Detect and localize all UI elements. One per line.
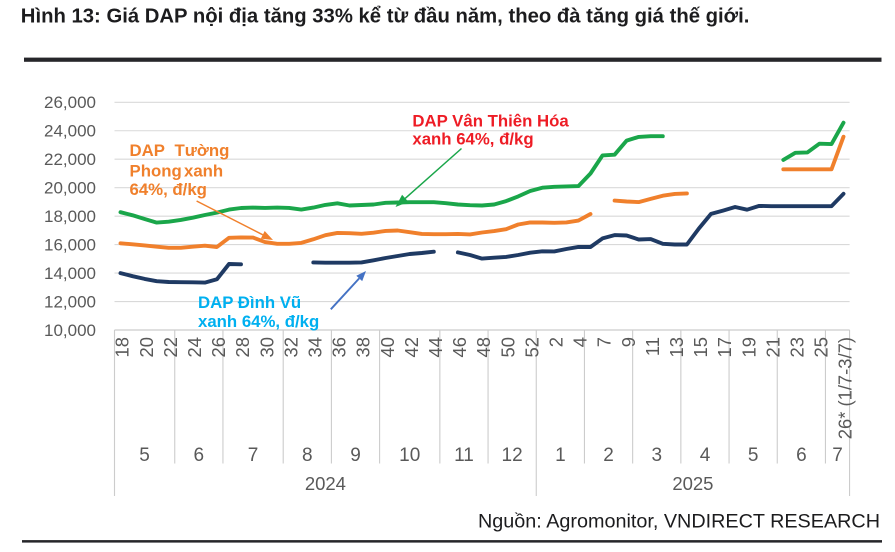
svg-text:22,000: 22,000 (44, 150, 96, 169)
svg-text:2: 2 (546, 337, 567, 347)
svg-text:xanh 64%, đ/kg: xanh 64%, đ/kg (198, 312, 319, 331)
svg-text:xanh 64%, đ/kg: xanh 64%, đ/kg (412, 130, 533, 149)
svg-text:19: 19 (738, 337, 759, 357)
svg-text:23: 23 (787, 337, 808, 357)
svg-text:20,000: 20,000 (44, 178, 96, 197)
svg-text:6: 6 (796, 445, 807, 466)
svg-text:10: 10 (399, 445, 420, 466)
svg-text:5: 5 (748, 445, 759, 466)
svg-text:26: 26 (208, 337, 229, 357)
svg-text:24: 24 (184, 337, 205, 357)
svg-text:28: 28 (232, 337, 253, 357)
svg-text:1: 1 (555, 445, 566, 466)
svg-text:11: 11 (642, 337, 663, 356)
svg-text:64%, đ/kg: 64%, đ/kg (130, 180, 207, 199)
svg-text:42: 42 (401, 337, 422, 357)
svg-text:26,000: 26,000 (44, 93, 96, 112)
svg-text:18: 18 (112, 337, 133, 357)
svg-text:32: 32 (280, 337, 301, 357)
svg-text:2: 2 (603, 445, 614, 466)
svg-text:DAP Vân Thiên Hóa: DAP Vân Thiên Hóa (412, 111, 569, 130)
svg-text:7: 7 (594, 337, 615, 347)
svg-text:Hình 13: Giá DAP nội địa tăng: Hình 13: Giá DAP nội địa tăng 33% kể từ … (21, 6, 750, 28)
svg-text:2025: 2025 (672, 473, 713, 494)
svg-text:DAP Đình Vũ: DAP Đình Vũ (198, 293, 301, 312)
svg-text:36: 36 (329, 337, 350, 357)
svg-text:12,000: 12,000 (44, 292, 96, 311)
svg-text:21: 21 (762, 337, 783, 357)
svg-text:12: 12 (502, 445, 523, 466)
svg-text:4: 4 (700, 445, 711, 466)
svg-text:20: 20 (136, 337, 157, 357)
svg-text:38: 38 (353, 337, 374, 357)
svg-text:8: 8 (302, 445, 313, 466)
svg-text:26* (1/7-3/7): 26* (1/7-3/7) (835, 337, 856, 439)
svg-text:13: 13 (666, 337, 687, 357)
svg-text:50: 50 (497, 337, 518, 357)
svg-text:7: 7 (832, 445, 843, 466)
svg-text:3: 3 (652, 445, 663, 466)
svg-text:9: 9 (618, 337, 639, 347)
svg-text:4: 4 (570, 337, 591, 347)
svg-text:34: 34 (305, 337, 326, 357)
svg-text:10,000: 10,000 (44, 321, 96, 340)
svg-text:15: 15 (690, 337, 711, 357)
svg-text:5: 5 (139, 445, 150, 466)
svg-text:6: 6 (194, 445, 205, 466)
svg-text:24,000: 24,000 (44, 122, 96, 141)
svg-text:25: 25 (811, 337, 832, 357)
svg-text:40: 40 (377, 337, 398, 357)
svg-text:46: 46 (449, 337, 470, 357)
svg-text:Nguồn: Agromonitor, VNDIRECT R: Nguồn: Agromonitor, VNDIRECT RESEARCH (478, 511, 880, 533)
svg-text:44: 44 (425, 337, 446, 357)
svg-text:14,000: 14,000 (44, 264, 96, 283)
svg-text:2024: 2024 (305, 473, 346, 494)
svg-text:11: 11 (454, 445, 474, 466)
svg-text:52: 52 (521, 337, 542, 357)
svg-text:30: 30 (256, 337, 277, 357)
svg-text:17: 17 (714, 337, 735, 357)
svg-text:16,000: 16,000 (44, 235, 96, 254)
svg-text:9: 9 (350, 445, 361, 466)
svg-text:18,000: 18,000 (44, 207, 96, 226)
svg-text:22: 22 (160, 337, 181, 357)
svg-text:7: 7 (248, 445, 259, 466)
svg-text:48: 48 (473, 337, 494, 357)
